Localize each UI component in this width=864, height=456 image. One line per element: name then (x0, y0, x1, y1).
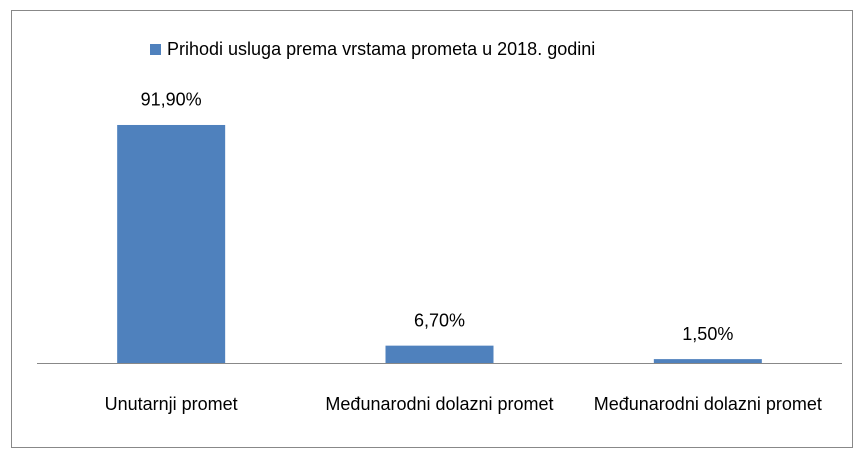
x-tick-label: Unutarnji promet (104, 394, 238, 414)
x-tick-label: Međunarodni dolazni promet (325, 394, 554, 414)
value-label: 1,50% (682, 324, 733, 344)
x-tick-label: Međunarodni dolazni promet (593, 394, 822, 414)
bar (117, 124, 226, 363)
legend-swatch (150, 44, 161, 55)
legend-label: Prihodi usluga prema vrstama prometa u 2… (167, 39, 595, 59)
value-label: 6,70% (414, 310, 465, 330)
bar (653, 359, 762, 363)
value-label: 91,90% (141, 90, 202, 110)
bar (385, 345, 494, 363)
